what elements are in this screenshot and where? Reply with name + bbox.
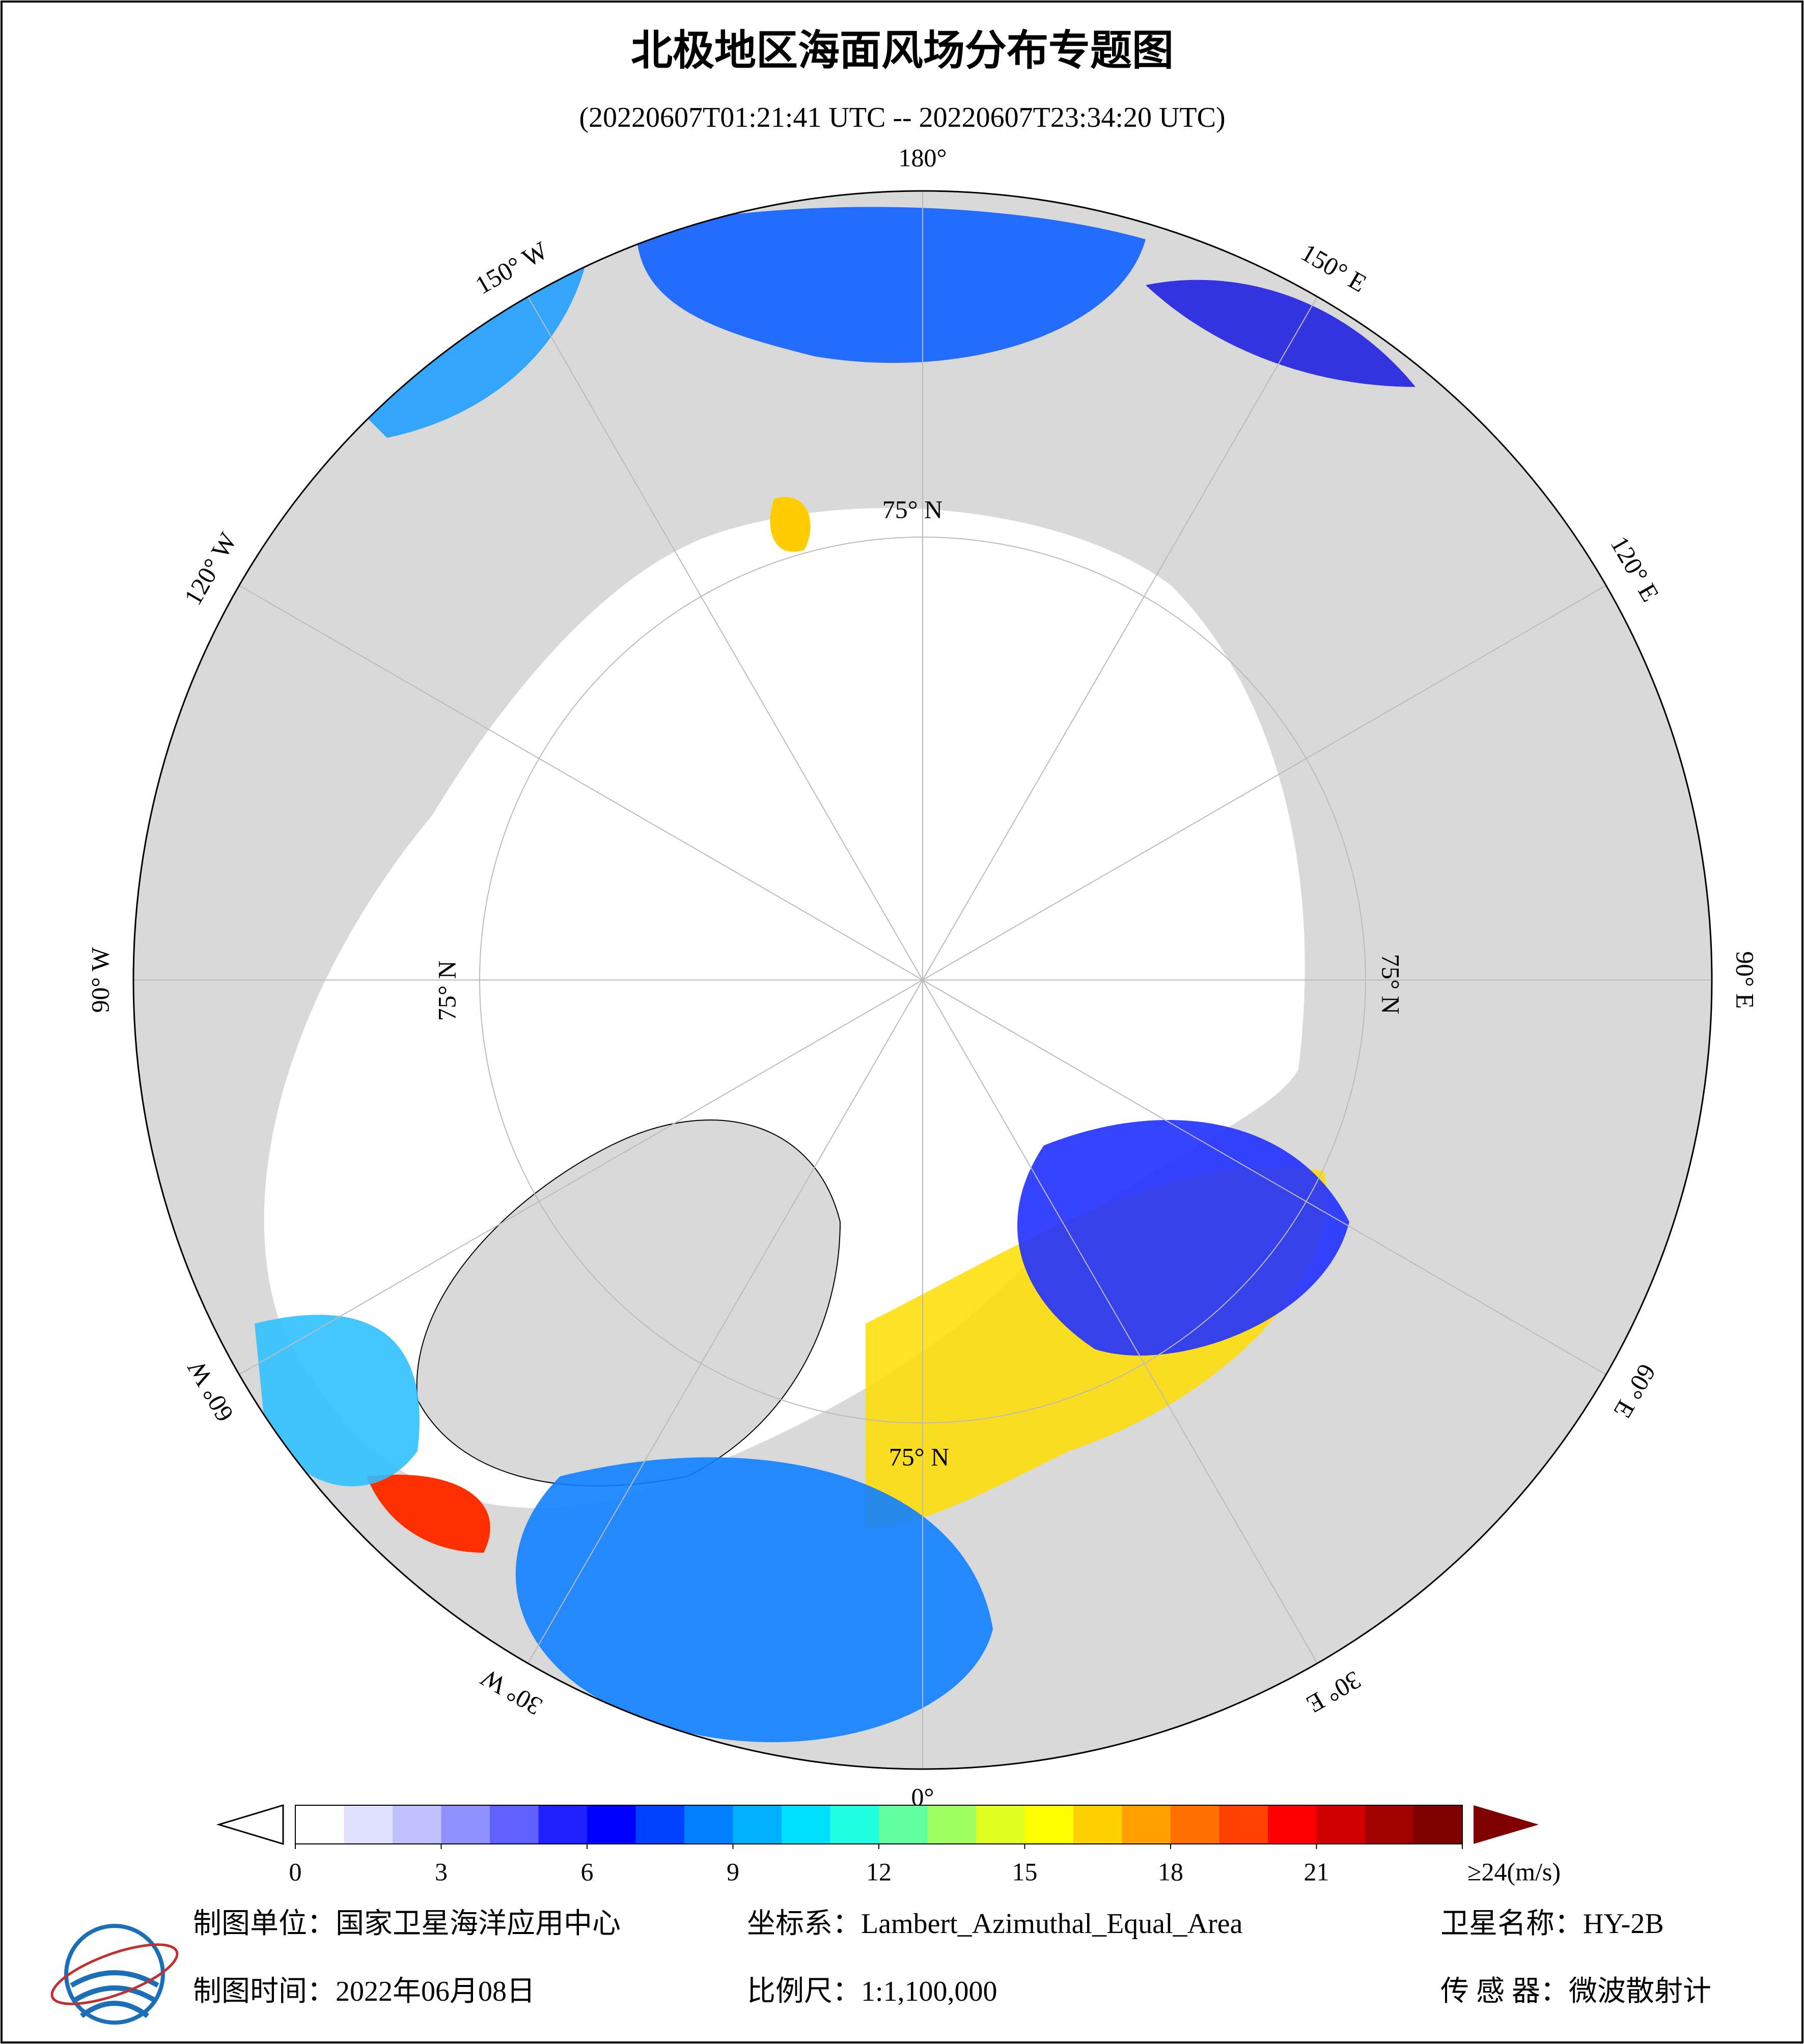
colorbar-segment bbox=[1122, 1805, 1171, 1844]
colorbar-segment bbox=[733, 1805, 782, 1844]
graticule bbox=[133, 191, 1712, 1769]
colorbar-segment bbox=[587, 1805, 636, 1844]
map bbox=[132, 190, 1713, 1770]
colorbar-tick-label: 6 bbox=[581, 1857, 594, 1886]
footer-scale: 比例尺：1:1,100,000 bbox=[747, 1976, 997, 2007]
wind-patch bbox=[255, 1314, 420, 1487]
longitude-label: 90° W bbox=[86, 947, 114, 1013]
longitude-label: 180° bbox=[899, 143, 947, 172]
wind-patch bbox=[1146, 279, 1416, 387]
wind-patch bbox=[636, 207, 1146, 363]
subtitle: (20220607T01:21:41 UTC -- 20220607T23:34… bbox=[579, 102, 1225, 133]
colorbar-segment bbox=[393, 1805, 442, 1844]
colorbar-segment bbox=[1024, 1805, 1074, 1844]
latitude-label: 75° N bbox=[889, 1442, 950, 1471]
latitude-label: 75° N bbox=[882, 495, 943, 523]
colorbar-segment bbox=[976, 1805, 1025, 1844]
colorbar-segment bbox=[684, 1805, 734, 1844]
wind-patch bbox=[515, 1457, 993, 1743]
latitude-label: 75° N bbox=[1377, 954, 1405, 1015]
map-border bbox=[132, 190, 1713, 1770]
colorbar-segment bbox=[927, 1805, 977, 1844]
colorbar-tick-label: 18 bbox=[1158, 1857, 1183, 1886]
colorbar-segment bbox=[782, 1805, 831, 1844]
colorbar-segment bbox=[1073, 1805, 1123, 1844]
colorbar-tick-label: 9 bbox=[727, 1857, 739, 1886]
colorbar-segment bbox=[1365, 1805, 1414, 1844]
colorbar-segment bbox=[490, 1805, 539, 1844]
colorbar-tick-label: ≥24(m/s) bbox=[1467, 1857, 1561, 1886]
latitude-label: 75° N bbox=[432, 961, 461, 1021]
colorbar-segment bbox=[1171, 1805, 1220, 1844]
logo bbox=[50, 1924, 179, 2025]
title: 北极地区海面风场分布专题图 bbox=[631, 27, 1174, 74]
colorbar-segment bbox=[1219, 1805, 1268, 1844]
colorbar: 0 3 6 9 12 15 18 21 ≥24(m/s) bbox=[216, 1804, 1561, 1886]
footer-sensor: 传 感 器：微波散射计 bbox=[1440, 1976, 1711, 2007]
colorbar-segment bbox=[1316, 1805, 1366, 1844]
colorbar-tick-label: 15 bbox=[1012, 1857, 1038, 1886]
colorbar-segment bbox=[830, 1805, 879, 1844]
colorbar-tick-label: 0 bbox=[289, 1857, 302, 1886]
colorbar-tick-label: 12 bbox=[866, 1857, 892, 1886]
colorbar-segment bbox=[635, 1805, 685, 1844]
footer-date: 制图时间：2022年06月08日 bbox=[193, 1976, 535, 2007]
colorbar-segment bbox=[1268, 1805, 1317, 1844]
footer-unit: 制图单位：国家卫星海洋应用中心 bbox=[193, 1908, 621, 1940]
colorbar-segment bbox=[441, 1805, 490, 1844]
colorbar-over bbox=[1474, 1805, 1539, 1844]
colorbar-segment bbox=[879, 1805, 928, 1844]
footer-satellite: 卫星名称：HY-2B bbox=[1440, 1908, 1664, 1940]
footer-crs: 坐标系：Lambert_Azimuthal_Equal_Area bbox=[747, 1908, 1243, 1940]
colorbar-segment bbox=[295, 1805, 345, 1844]
colorbar-tick-label: 21 bbox=[1304, 1857, 1329, 1886]
colorbar-segment bbox=[1413, 1805, 1463, 1844]
colorbar-segment bbox=[538, 1805, 588, 1844]
colorbar-segment bbox=[344, 1805, 393, 1844]
wind-patch bbox=[770, 497, 811, 552]
longitude-label: 90° E bbox=[1731, 951, 1760, 1009]
wind-patch bbox=[356, 265, 586, 438]
colorbar-tick-label: 3 bbox=[435, 1857, 448, 1886]
wind-patch bbox=[367, 1474, 490, 1553]
colorbar-under bbox=[216, 1804, 284, 1845]
